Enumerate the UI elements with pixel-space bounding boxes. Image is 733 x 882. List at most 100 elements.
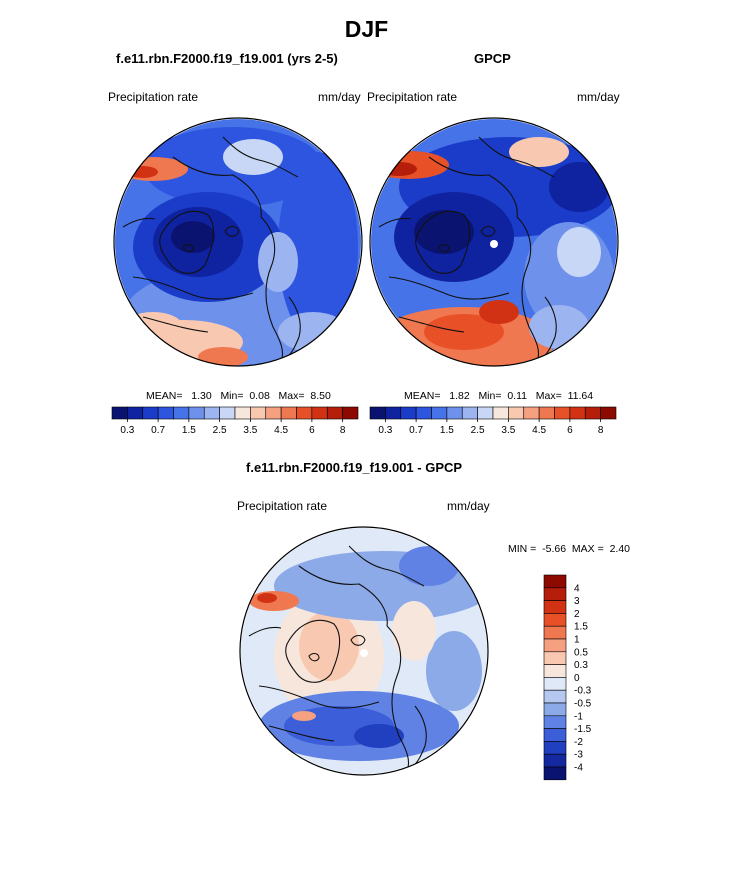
panel1-colorbar-swatch: [342, 406, 359, 420]
panel3-colorbar-tick-label: 0.5: [574, 647, 588, 658]
panel3-contour-region: [274, 551, 488, 621]
panel1-colorbar-swatch: [311, 406, 328, 420]
panel1-colorbar-tick-label: 3.5: [243, 425, 257, 436]
panel3-colorbar-swatch: [543, 613, 567, 627]
panel3-colorbar-swatch: [543, 664, 567, 678]
panel3-contour-region: [299, 611, 359, 681]
figure-title: DJF: [344, 16, 389, 42]
panel3-colorbar-tick-label: -4: [574, 763, 583, 774]
panel1-colorbar-tick-label: 0.7: [151, 425, 165, 436]
panel2-colorbar-swatch: [369, 406, 386, 420]
panel2-contour-region: [479, 300, 519, 324]
panel1-coastline: [172, 156, 262, 218]
panel3-colorbar-swatch: [543, 715, 567, 729]
panel2-colorbar-tick-label: 4.5: [532, 425, 546, 436]
panel1-colorbar-tick-label: 0.3: [120, 425, 134, 436]
panel3-coastline: [258, 685, 380, 709]
panel2-contour-region: [529, 305, 589, 349]
panel3-colorbar-swatch: [543, 702, 567, 717]
panel1-units: mm/day: [318, 90, 361, 104]
panel1-colorbar-swatch: [265, 406, 282, 420]
panel2-colorbar-swatch: [554, 406, 571, 420]
panel1-contour-region: [123, 312, 183, 342]
panel1-title: f.e11.rbn.F2000.f19_f19.001 (yrs 2-5): [116, 51, 338, 66]
panel2-units: mm/day: [577, 90, 620, 104]
panel2-min-value: 0.11: [507, 390, 528, 402]
panel2-colorbar-swatch: [477, 406, 494, 420]
panel3-colorbar-tick-label: 3: [574, 596, 580, 607]
panel2-colorbar-swatch: [461, 406, 478, 420]
panel3-colorbar-tick-label: -2: [574, 737, 583, 748]
panel2-max-label: Max=: [535, 390, 562, 402]
panel3-max-value: 2.40: [609, 543, 631, 555]
panel1-coastline: [159, 210, 215, 274]
panel2-colorbar: 0.3 0.7 1.5 2.5 3.5 4.5 6 8: [369, 406, 617, 436]
panel2-coastline: [428, 156, 518, 218]
panel2-coastline: [438, 244, 450, 253]
panel3-coastline: [248, 626, 282, 637]
panel3-colorbar-swatch: [543, 753, 567, 768]
panel2-colorbar-tick-label: 3.5: [501, 425, 515, 436]
panel3-coastline: [308, 653, 320, 662]
panel1-colorbar-swatch: [296, 406, 313, 420]
panel2-coastline: [415, 210, 471, 274]
panel3-colorbar-tick-label: -1.5: [574, 724, 592, 735]
panel3-contour-region: [354, 724, 404, 748]
panel3-min-label: MIN =: [508, 543, 537, 555]
panel1-colorbar-tick-label: 4.5: [274, 425, 288, 436]
panel2-map: [369, 117, 619, 367]
panel2-colorbar-tick-label: 0.7: [409, 425, 423, 436]
panel3-colorbar-swatch: [543, 766, 567, 781]
panel2-colorbar-swatch: [385, 406, 402, 420]
panel3-units: mm/day: [447, 499, 490, 513]
panel3-contour-region: [292, 711, 316, 721]
panel2-colorbar-swatch: [508, 406, 525, 420]
panel3-coastline: [348, 545, 425, 587]
panel3-coastline: [350, 634, 366, 646]
panel2-colorbar-swatch: [492, 406, 509, 420]
panel1-colorbar-swatch: [234, 406, 251, 420]
panel2-mean-value: 1.82: [449, 390, 470, 402]
panel2-left-label: Precipitation rate: [367, 90, 458, 104]
panel3-pole-marker: [360, 649, 368, 657]
panel2-coastline: [516, 216, 540, 363]
panel3-contour-region: [426, 631, 482, 711]
panel1-contour-region: [198, 347, 248, 366]
panel1-coastline: [132, 276, 254, 300]
panel2-colorbar-swatch: [584, 406, 601, 420]
panel1-colorbar-swatch: [157, 406, 174, 420]
panel1-max-value: 8.50: [310, 390, 331, 402]
panel3-coastline: [386, 625, 410, 772]
panel3-colorbar-tick-label: 1: [574, 635, 580, 646]
panel2-colorbar-swatch: [538, 406, 555, 420]
panel2-coastline: [568, 336, 600, 346]
panel1-min-label: Min=: [220, 390, 244, 402]
panel1-coastline: [312, 336, 344, 346]
panel3-contour-region: [257, 593, 277, 603]
panel3-coastline: [268, 725, 335, 742]
panel3-colorbar-swatch: [543, 574, 567, 589]
panel3-colorbar-tick-label: 0.3: [574, 660, 588, 671]
panel2-coastline: [378, 217, 412, 228]
panel3-colorbar-swatch: [543, 651, 567, 665]
panel1-max-label: Max=: [278, 390, 305, 402]
panel1-colorbar-swatch: [173, 406, 190, 420]
panel2-min-label: Min=: [478, 390, 502, 402]
panel3-colorbar-tick-label: 1.5: [574, 622, 588, 633]
panel2-colorbar-swatch: [569, 406, 586, 420]
panel2-contour-region: [414, 210, 474, 254]
panel3-colorbar-tick-label: 0: [574, 673, 580, 684]
panel1-coastline: [222, 136, 299, 178]
panel1-colorbar-swatch: [142, 406, 159, 420]
panel1-colorbar-swatch: [280, 406, 297, 420]
panel1-left-label: Precipitation rate: [108, 90, 199, 104]
panel3-colorbar-swatch: [543, 677, 567, 691]
panel2-stats: MEAN= 1.82 Min= 0.11 Max= 11.64: [404, 390, 593, 402]
panel1-contour-region: [171, 221, 215, 253]
panel2-coastline: [480, 225, 496, 237]
panel1-colorbar: 0.3 0.7 1.5 2.5 3.5 4.5 6 8: [111, 406, 359, 436]
panel1-coastline: [260, 216, 284, 363]
panel3-colorbar-tick-label: -0.3: [574, 686, 592, 697]
panel1-contour-region: [278, 312, 348, 352]
panel3-colorbar-swatch: [543, 625, 567, 640]
